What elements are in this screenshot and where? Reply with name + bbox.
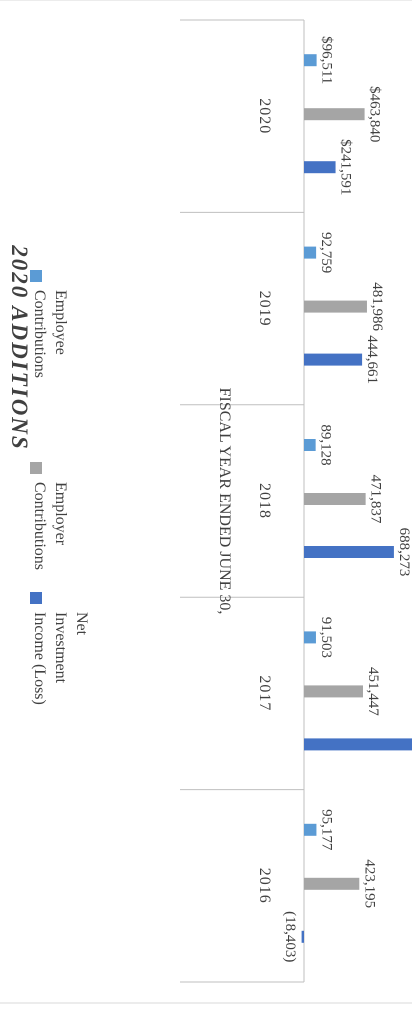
bar-2020-series-3 (303, 161, 336, 174)
bar-2018-series-1 (304, 439, 316, 451)
bar-2017-series-1 (304, 631, 316, 644)
legend-label-series-2: EmployerContributions (31, 482, 69, 570)
bar-2017-series-3 (304, 738, 412, 751)
data-label-2018-series-1: 89,128 (318, 424, 334, 465)
data-label-2019-series-1: 92,759 (318, 232, 334, 273)
data-label-2020-series-1: $96,511 (319, 36, 335, 84)
legend-swatch-series-2 (30, 462, 42, 474)
bar-2020-series-2 (304, 108, 365, 121)
category-label-2017: 2017 (256, 675, 273, 711)
data-label-2018-series-2: 471,837 (368, 475, 384, 524)
bar-2019-series-1 (304, 246, 317, 259)
legend-swatch-series-1 (30, 270, 42, 282)
legend-swatch-series-3 (30, 592, 42, 604)
bar-2018-series-3 (304, 546, 394, 558)
bar-2017-series-2 (304, 685, 363, 698)
bar-2016-series-3 (301, 930, 304, 943)
data-label-2017-series-2: 451,447 (365, 667, 381, 716)
data-label-2020-series-3: $241,591 (338, 139, 354, 195)
data-label-2018-series-3: 688,273 (396, 528, 412, 577)
category-label-2020: 2020 (256, 98, 273, 134)
bar-2016-series-1 (303, 823, 317, 836)
legend-label-series-1: EmployeeContributions (31, 290, 69, 378)
data-label-2016-series-2: 423,195 (361, 859, 377, 908)
category-label-2018: 2018 (256, 483, 273, 519)
x-axis-title: FISCAL YEAR ENDED JUNE 30, (216, 388, 233, 615)
bar-2018-series-2 (304, 493, 366, 505)
bar-2019-series-2 (304, 300, 367, 313)
bar-2016-series-2 (304, 877, 360, 890)
bar-2019-series-3 (304, 353, 363, 366)
category-label-2019: 2019 (256, 291, 273, 327)
data-label-2020-series-2: $463,840 (367, 86, 383, 142)
data-label-2016-series-3: (18,403) (282, 911, 298, 962)
bar-2020-series-1 (304, 54, 317, 67)
data-label-2019-series-3: 444,661 (364, 335, 380, 384)
data-label-2019-series-2: 481,986 (369, 282, 385, 331)
chart-title: 2020 ADDITIONS (7, 244, 32, 450)
data-label-2016-series-1: 95,177 (318, 809, 334, 851)
category-label-2016: 2016 (256, 868, 273, 904)
data-label-2017-series-1: 91,503 (318, 617, 334, 658)
legend-label-series-3: NetInvestmentIncome (Loss) (31, 612, 90, 705)
